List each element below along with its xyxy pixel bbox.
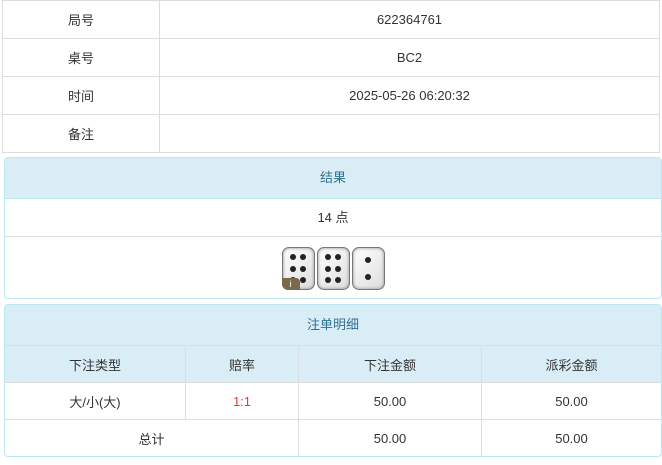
header-amount: 下注金额 [298,345,482,383]
info-label: 桌号 [2,38,160,77]
bet-odds: 1:1 [185,382,299,420]
die-pip [365,273,371,280]
die-6 [316,247,350,290]
info-value: 2025-05-26 06:20:32 [159,76,660,115]
result-points: 14 点 [5,199,661,237]
bet-type: 大/小(大) [5,382,186,420]
info-label: 时间 [2,76,160,115]
total-payout: 50.00 [481,419,661,456]
die-pip [335,254,342,261]
result-panel: 结果 14 点 i [4,157,662,299]
die-2 [351,247,385,290]
info-row: 桌号 BC2 [2,38,660,77]
die-pip [289,265,296,272]
info-row: 局号 622364761 [2,0,660,39]
total-amount: 50.00 [298,419,482,456]
die-pip [289,254,296,261]
info-label: 局号 [2,0,160,39]
bets-title: 注单明细 [5,305,661,345]
info-value: BC2 [159,38,660,77]
dice-group: i [5,237,661,298]
total-label: 总计 [5,419,299,456]
die-pip [365,257,371,264]
table-row: 大/小(大) 1:1 50.00 50.00 [5,382,661,420]
result-title: 结果 [5,158,661,199]
info-label: 备注 [2,114,160,153]
info-icon[interactable]: i [281,278,300,290]
die-pip [324,276,331,283]
die-6: i [281,247,315,290]
info-row: 备注 [2,114,660,153]
header-payout: 派彩金额 [481,345,661,383]
die-pip [300,265,307,272]
header-type: 下注类型 [5,345,186,383]
die-pip [300,254,307,261]
info-value [159,114,660,153]
die-pip [324,254,331,261]
round-info-table: 局号 622364761 桌号 BC2 时间 2025-05-26 06:20:32 … [2,0,660,153]
bet-details-panel: 注单明细 下注类型 赔率 下注金额 派彩金额 大/小(大) 1:1 50.00 50.00 … [4,304,662,457]
bets-table: 下注类型 赔率 下注金额 派彩金额 大/小(大) 1:1 50.00 50.00 总计 50.… [5,345,661,456]
die-pip [324,265,331,272]
info-value: 622364761 [159,0,660,39]
die-pip [335,265,342,272]
die-pip [335,276,342,283]
bet-amount: 50.00 [298,382,482,420]
total-row: 总计 50.00 50.00 [5,419,661,456]
die-pip [300,276,307,283]
bet-payout: 50.00 [481,382,661,420]
header-odds: 赔率 [185,345,299,383]
info-row: 时间 2025-05-26 06:20:32 [2,76,660,115]
